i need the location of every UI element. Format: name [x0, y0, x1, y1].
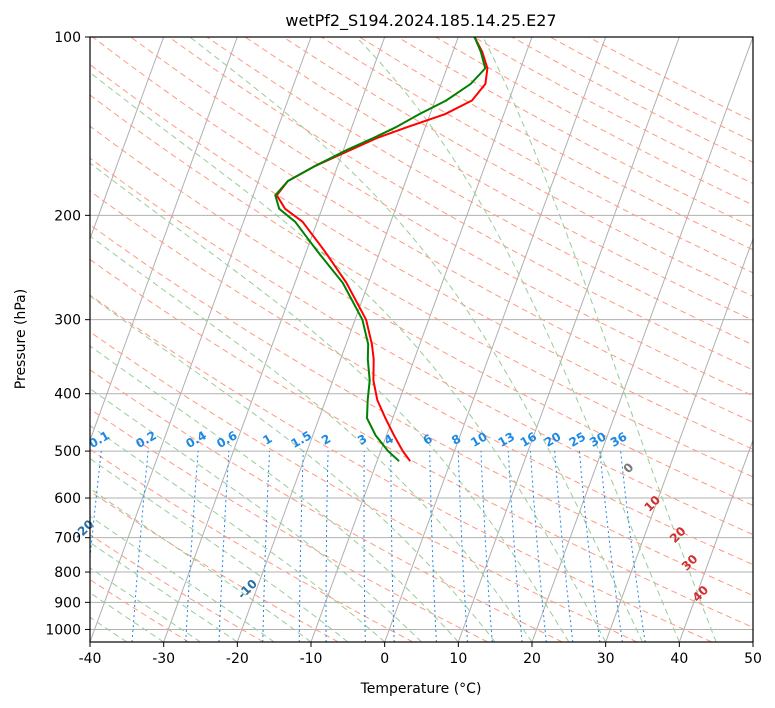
x-axis-label: Temperature (°C) — [360, 681, 482, 697]
moist-adiabat-line — [90, 71, 607, 642]
x-tick-label: 30 — [597, 651, 615, 667]
isotherm-line — [90, 37, 238, 442]
isotherm-line — [163, 37, 386, 642]
moist-adiabat-line — [482, 37, 717, 642]
y-tick-label: 800 — [54, 565, 81, 581]
dry-adiabat-line — [90, 224, 753, 597]
dry-adiabat-line — [90, 408, 488, 642]
x-tick-label: 10 — [449, 651, 467, 667]
y-tick-label: 1000 — [45, 622, 81, 638]
plot-area — [90, 37, 753, 642]
y-tick-label: 200 — [54, 208, 81, 224]
chart-title: wetPf2_S194.2024.185.14.25.E27 — [285, 11, 556, 31]
moist-adiabat-line — [189, 37, 643, 642]
temperature-profile — [275, 37, 489, 462]
dry-adiabat-line — [90, 534, 264, 642]
dry-adiabat-line — [90, 190, 753, 566]
x-tick-label: 40 — [670, 651, 688, 667]
x-tick-label: 0 — [380, 651, 389, 667]
moist-adiabat-line — [90, 295, 496, 642]
axis-ticks: -40 -30 -20 -10 0 10 20 30 40 50 100 200 300 400 500 60… — [45, 30, 762, 667]
dry-adiabat-line — [90, 490, 339, 642]
x-tick-label: 50 — [744, 651, 762, 667]
isotherm-line — [384, 37, 607, 642]
moist-adiabat-line — [90, 567, 201, 642]
isotherm-line — [90, 37, 312, 642]
isotherm-line — [605, 237, 753, 642]
x-tick-label: -40 — [79, 651, 102, 667]
y-tick-label: 600 — [54, 491, 81, 507]
x-tick-label: -30 — [152, 651, 175, 667]
x-tick-label: 20 — [523, 651, 541, 667]
moist-adiabat-line — [90, 424, 386, 642]
dry-adiabat-line — [90, 294, 712, 642]
dewpoint-profile — [274, 37, 487, 462]
dry-adiabat-line — [90, 125, 753, 506]
x-tick-label: -20 — [226, 651, 249, 667]
y-axis-label: Pressure (hPa) — [13, 289, 29, 389]
dry-adiabat-line — [90, 369, 563, 642]
y-tick-label: 400 — [54, 387, 81, 403]
isotherm-line — [236, 37, 459, 642]
moist-adiabat-line — [90, 515, 275, 642]
moist-adiabat-line — [90, 235, 533, 642]
moist-adiabat-line — [356, 37, 680, 642]
dry-adiabat-line — [90, 64, 753, 450]
moist-adiabat-line — [90, 541, 238, 642]
dry-adiabat-line — [244, 37, 753, 321]
x-tick-label: -10 — [300, 651, 323, 667]
y-tick-label: 700 — [54, 531, 81, 547]
dry-adiabat-line — [206, 37, 753, 346]
moist-adiabat-line — [90, 592, 164, 642]
isotherm-line — [90, 37, 165, 241]
moist-adiabat-line — [90, 345, 459, 642]
isotherm-line — [457, 37, 680, 642]
plot-frame — [89, 36, 754, 643]
dry-adiabat-line — [90, 157, 753, 536]
dry-adiabat-line — [90, 258, 753, 628]
y-tick-label: 300 — [54, 313, 81, 329]
moist-adiabat-line — [90, 487, 312, 642]
moist-adiabat-line — [90, 388, 422, 642]
isotherm-line — [531, 37, 753, 642]
y-tick-label: 100 — [54, 30, 81, 46]
isotherm-line — [678, 438, 753, 642]
y-tick-label: 500 — [54, 444, 81, 460]
dry-adiabat-line — [92, 37, 753, 423]
y-tick-label: 900 — [54, 595, 81, 611]
